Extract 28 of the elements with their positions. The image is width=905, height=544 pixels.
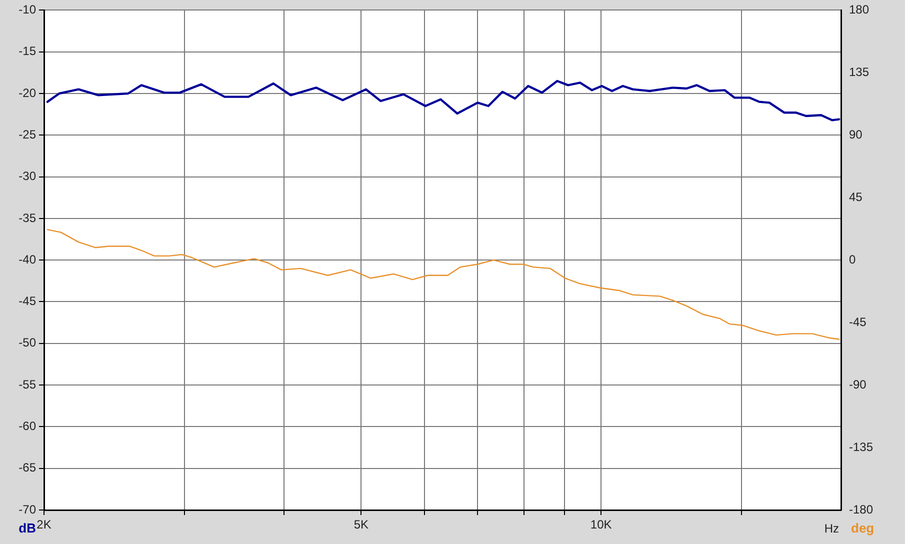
x-tick-label: 10K (590, 518, 612, 532)
y-tick-label: -50 (18, 336, 36, 350)
y-tick-label: -65 (18, 460, 36, 475)
y-tick-label: -20 (18, 86, 36, 100)
y2-tick-label: 0 (849, 252, 856, 266)
y-tick-label: -25 (18, 127, 36, 142)
y2-tick-label: -90 (849, 377, 867, 392)
y-tick-label: -30 (18, 169, 36, 184)
y2-axis-title: deg (851, 520, 874, 536)
y-tick-label: -15 (18, 44, 36, 58)
x-axis-title: Hz (824, 521, 839, 536)
y-axis-title: dB (18, 520, 36, 536)
y-tick-label: -55 (18, 377, 36, 392)
y-tick-label: -70 (18, 502, 36, 516)
x-tick-label: 2K (36, 518, 52, 532)
y2-tick-label: 90 (849, 127, 863, 142)
y2-tick-label: -180 (849, 502, 874, 516)
y-tick-label: -40 (18, 252, 36, 266)
y-tick-label: -60 (18, 419, 36, 434)
y2-tick-label: -45 (849, 314, 867, 329)
y-tick-label: -35 (18, 210, 36, 225)
y2-tick-label: 45 (849, 190, 863, 204)
y-tick-label: -10 (18, 2, 36, 17)
y2-tick-label: 180 (849, 2, 870, 17)
y2-tick-label: 135 (849, 64, 870, 79)
y2-tick-label: -135 (849, 440, 874, 454)
y-tick-label: -45 (18, 294, 36, 308)
x-tick-label: 5K (354, 518, 368, 532)
